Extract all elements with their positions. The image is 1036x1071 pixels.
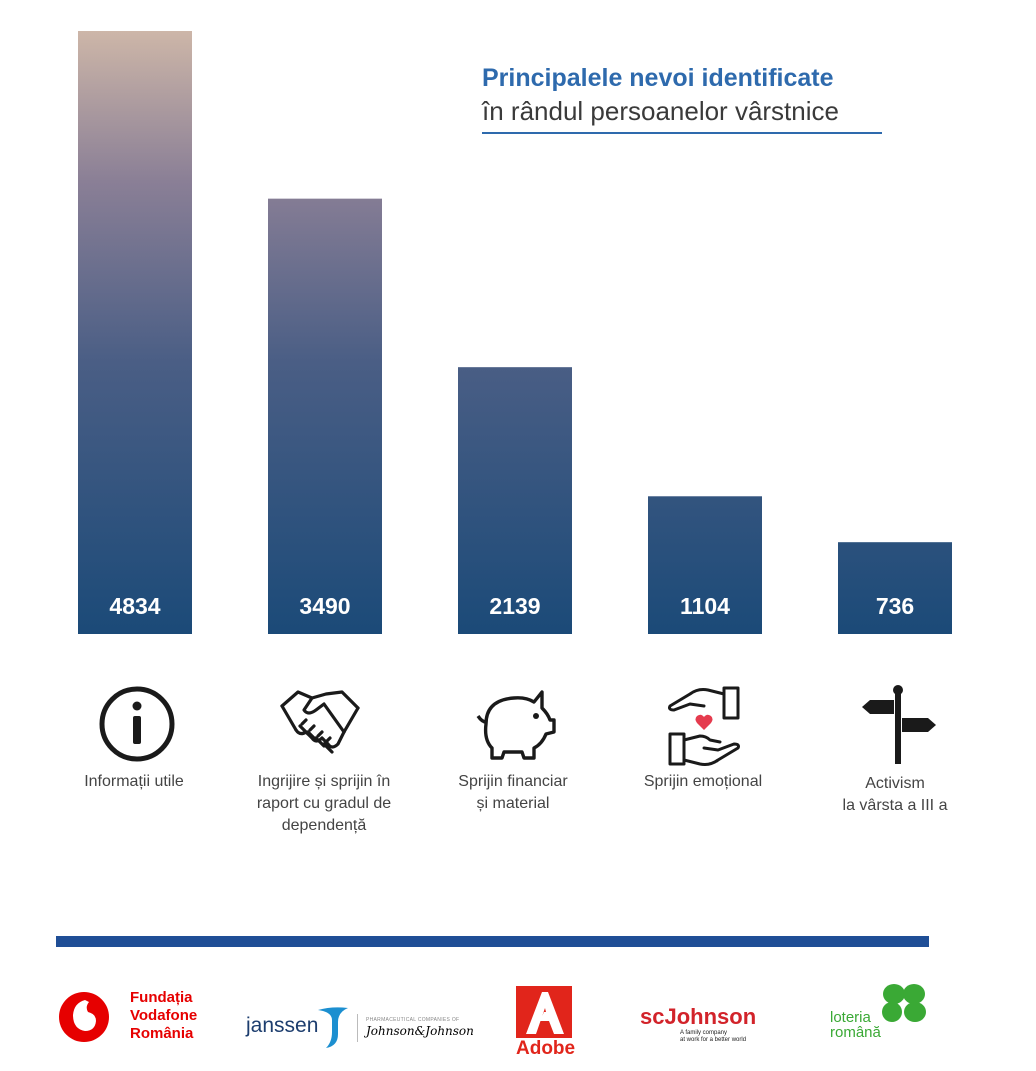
adobe-wordmark: Adobe [516,1038,576,1059]
bar-value-label: 736 [876,593,914,619]
scjohnson-tagline: A family company at work for a better wo… [680,1030,746,1044]
bar-2 [268,198,382,634]
piggy-bank-icon [476,690,556,760]
category-label-activism: Activism la vârsta a III a [795,773,995,817]
chart-title-block: Principalele nevoi identificate în rându… [482,62,882,134]
jj-script-logo: Johnson&Johnson [366,1024,474,1038]
bar-1 [78,31,192,634]
category-label-line: și material [476,795,550,812]
janssen-wordmark: janssen [246,1014,319,1037]
category-label-ingrijire: Ingrijire și sprijin în raport cu gradul… [224,771,424,837]
chart-title: Principalele nevoi identificate [482,64,834,92]
scjohnson-tagline-line: A family company [680,1030,728,1036]
category-label-line: dependență [281,817,367,834]
category-label-emotional: Sprijin emoțional [603,771,803,793]
bar-value-label: 4834 [109,593,160,619]
adobe-logo-icon [516,986,572,1038]
category-label-line: la vârsta a III a [842,797,948,814]
category-label-line: Sprijin emoțional [643,773,763,790]
bar-value-label: 1104 [680,593,730,619]
scjohnson-wordmark: scJohnson [640,1004,757,1029]
loteria-line: loteria [830,1009,871,1026]
loteria-wordmark: loteria română [830,1010,881,1040]
footer-divider [56,936,929,947]
janssen-symbol-icon [318,1007,348,1048]
title-underline [482,132,882,134]
category-label-informatii: Informații utile [34,771,234,793]
bar-value-label: 3490 [299,593,350,619]
category-label-line: Informații utile [84,773,184,790]
chart-subtitle: în rândul persoanelor vârstnice [482,96,839,126]
category-label-line: Sprijin financiar [458,773,568,790]
bar-3 [458,367,572,634]
vodafone-line: Vodafone [130,1007,198,1024]
category-label-line: Activism [865,775,925,792]
scjohnson-tagline-line: at work for a better world [680,1037,747,1043]
vodafone-foundation-text: Fundația Vodafone România [130,989,197,1043]
category-label-line: Ingrijire și sprijin în [257,773,391,790]
caring-hands-heart-icon [668,686,740,766]
vodafone-logo-icon [59,992,109,1042]
vodafone-line: România [130,1025,194,1042]
bar-4 [648,496,762,634]
category-label-line: raport cu gradul de [256,795,392,812]
jj-pharma-text: PHARMACEUTICAL COMPANIES OF [366,1017,460,1023]
four-leaf-clover-icon [882,984,926,1022]
loteria-line: română [830,1024,881,1041]
signpost-icon [862,685,936,764]
janssen-divider [357,1014,358,1042]
info-icon [99,686,175,762]
bar-value-label: 2139 [489,593,540,619]
handshake-icon [280,690,360,754]
vodafone-line: Fundația [130,989,193,1006]
category-label-financiar: Sprijin financiar și material [413,771,613,815]
bar-5 [838,542,952,634]
